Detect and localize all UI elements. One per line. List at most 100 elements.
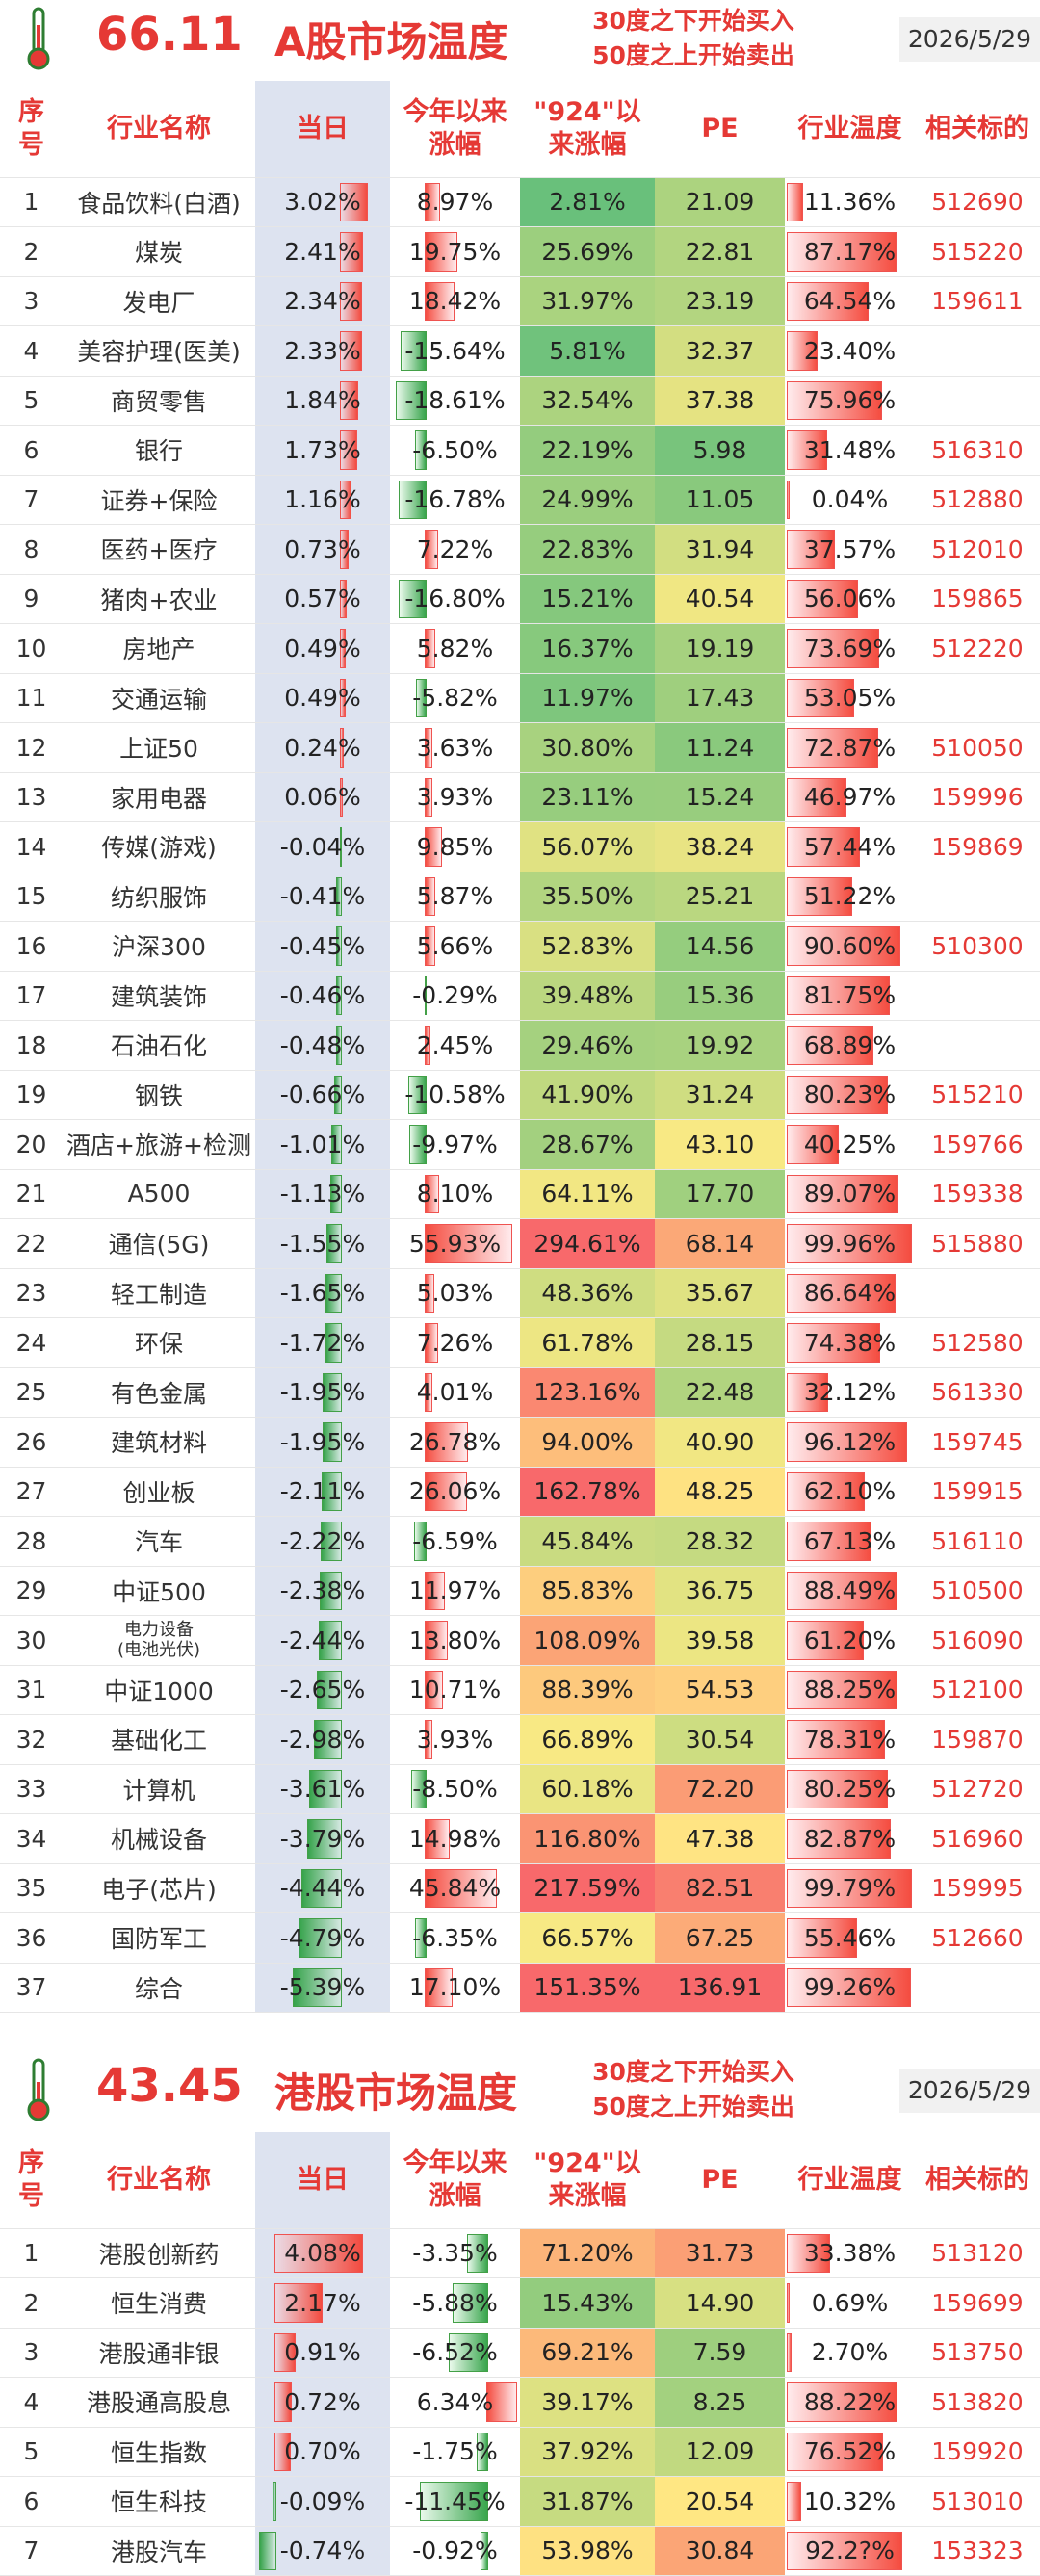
since924-change: 108.09%	[520, 1615, 655, 1666]
temperature-bar	[787, 1125, 839, 1164]
pe-value: 136.91	[655, 1963, 785, 2013]
day-change: -2.11%	[255, 1467, 390, 1517]
table-row: 4 港股通高股息 0.72% 6.34% 39.17% 8.25 88.22% 513820	[0, 2377, 1040, 2428]
ytd-change: -5.82%	[390, 673, 520, 723]
pe-value: 25.21	[655, 872, 785, 922]
table-row: 7 证券+保险 1.16% -16.78% 24.99% 11.05 0.04% 512880	[0, 475, 1040, 525]
row-index: 1	[0, 2228, 63, 2278]
ytd-change-value: -6.52%	[412, 2338, 498, 2367]
a-share-header: 66.11 A股市场温度 30度之下开始买入 50度之上开始卖出 2026/5/…	[0, 0, 1040, 81]
related-code: 159915	[915, 1467, 1040, 1517]
temperature-value: 88.49%	[803, 1576, 897, 1605]
related-code	[915, 1020, 1040, 1071]
day-change-bar	[319, 1571, 342, 1610]
day-change: 0.24%	[255, 722, 390, 773]
day-change-bar	[334, 1075, 342, 1114]
day-change-value: 0.72%	[284, 2387, 361, 2416]
table-row: 25 有色金属 -1.95% 4.01% 123.16% 22.48 32.12% 56133…	[0, 1367, 1040, 1418]
ytd-change-value: 5.66%	[416, 931, 494, 960]
ytd-change-bar	[414, 430, 427, 470]
industry-name-text: 计算机	[122, 1776, 195, 1805]
ytd-change-bar	[425, 1224, 513, 1263]
industry-name-text: 上证50	[119, 735, 198, 764]
row-index: 16	[0, 921, 63, 972]
industry-name: 美容护理(医美)	[63, 325, 255, 377]
temperature-bar	[787, 2482, 802, 2521]
day-change-value: 2.34%	[284, 287, 361, 316]
ytd-change-bar	[425, 182, 441, 221]
industry-name-text: 创业板	[122, 1478, 195, 1507]
table-row: 10 房地产 0.49% 5.82% 16.37% 19.19 73.69% 512220	[0, 623, 1040, 674]
day-change-value: 1.16%	[284, 485, 361, 514]
row-index: 13	[0, 772, 63, 822]
row-index: 32	[0, 1714, 63, 1765]
row-index: 10	[0, 623, 63, 674]
table-row: 6 银行 1.73% -6.50% 22.19% 5.98 31.48% 516310	[0, 425, 1040, 476]
since924-change: 45.84%	[520, 1516, 655, 1567]
day-change-value: -1.65%	[279, 1279, 366, 1308]
day-change: 2.17%	[255, 2277, 390, 2329]
industry-name: 中证1000	[63, 1665, 255, 1715]
ytd-change-value: 2.45%	[416, 1030, 494, 1059]
day-change: -2.22%	[255, 1516, 390, 1567]
table-row: 11 交通运输 0.49% -5.82% 11.97% 17.43 53.05%	[0, 673, 1040, 723]
ytd-change-value: 8.97%	[416, 188, 494, 217]
day-change-bar	[301, 1868, 342, 1908]
temperature-value: 57.44%	[803, 832, 897, 861]
industry-name-text: 沪深300	[112, 933, 206, 962]
sell-rule: 50度之上开始卖出	[592, 2093, 794, 2121]
ytd-change: -3.35%	[390, 2228, 520, 2278]
ytd-change-value: 26.06%	[408, 1477, 502, 1506]
day-change: -2.44%	[255, 1615, 390, 1666]
ytd-change-bar	[414, 1918, 427, 1958]
day-change-value: -2.22%	[279, 1526, 366, 1555]
pe-value: 22.48	[655, 1367, 785, 1418]
related-code: 159611	[915, 276, 1040, 326]
ytd-change: 3.63%	[390, 722, 520, 773]
table-row: 3 港股通非银 0.91% -6.52% 69.21% 7.59 2.70% 513750	[0, 2328, 1040, 2378]
industry-temperature: 92.2?%	[785, 2526, 915, 2576]
ytd-change: 5.03%	[390, 1268, 520, 1318]
industry-name: 港股汽车	[63, 2526, 255, 2576]
row-index: 20	[0, 1119, 63, 1170]
since924-change: 52.83%	[520, 921, 655, 972]
ytd-change-bar	[409, 1125, 427, 1164]
industry-temperature: 81.75%	[785, 971, 915, 1021]
industry-name-text: 机械设备	[110, 1826, 207, 1855]
related-code: 512580	[915, 1317, 1040, 1368]
industry-name-text: 港股通高股息	[86, 2389, 231, 2418]
industry-name-text: 商贸零售	[110, 387, 207, 416]
day-change: -0.41%	[255, 872, 390, 922]
related-code: 512720	[915, 1764, 1040, 1814]
table-row: 13 家用电器 0.06% 3.93% 23.11% 15.24 46.97% 159996	[0, 772, 1040, 822]
temperature-bar	[787, 1372, 829, 1412]
col-pe: PE	[655, 81, 785, 178]
day-change-value: 2.33%	[284, 336, 361, 365]
ytd-change-bar	[466, 2233, 488, 2273]
pe-value: 17.70	[655, 1169, 785, 1219]
day-change-bar	[325, 1273, 342, 1313]
industry-name-text: 传媒(游戏)	[101, 834, 217, 863]
ytd-change: -6.52%	[390, 2328, 520, 2378]
related-code: 516960	[915, 1813, 1040, 1864]
table-row: 19 钢铁 -0.66% -10.58% 41.90% 31.24 80.23% 515210	[0, 1070, 1040, 1120]
temperature-value: 67.13%	[803, 1526, 897, 1555]
row-index: 6	[0, 425, 63, 476]
temperature-bar	[787, 1174, 898, 1213]
industry-temperature: 75.96%	[785, 376, 915, 426]
since924-change: 294.61%	[520, 1218, 655, 1269]
hk-share-date: 2026/5/29	[899, 2069, 1040, 2113]
related-code: 159920	[915, 2427, 1040, 2477]
day-change-value: 2.17%	[284, 2288, 361, 2317]
temperature-bar	[787, 2332, 793, 2372]
row-index: 4	[0, 325, 63, 377]
day-change-bar	[326, 1224, 342, 1263]
day-change-bar	[293, 1967, 342, 2007]
ytd-change-bar	[425, 1471, 467, 1511]
industry-name-text: 轻工制造	[110, 1280, 207, 1309]
day-change: 0.49%	[255, 673, 390, 723]
ytd-change-value: 11.97%	[408, 1576, 502, 1605]
ytd-change-value: -9.97%	[412, 1130, 498, 1158]
day-change-bar	[274, 2233, 363, 2273]
day-change-bar	[340, 331, 362, 371]
